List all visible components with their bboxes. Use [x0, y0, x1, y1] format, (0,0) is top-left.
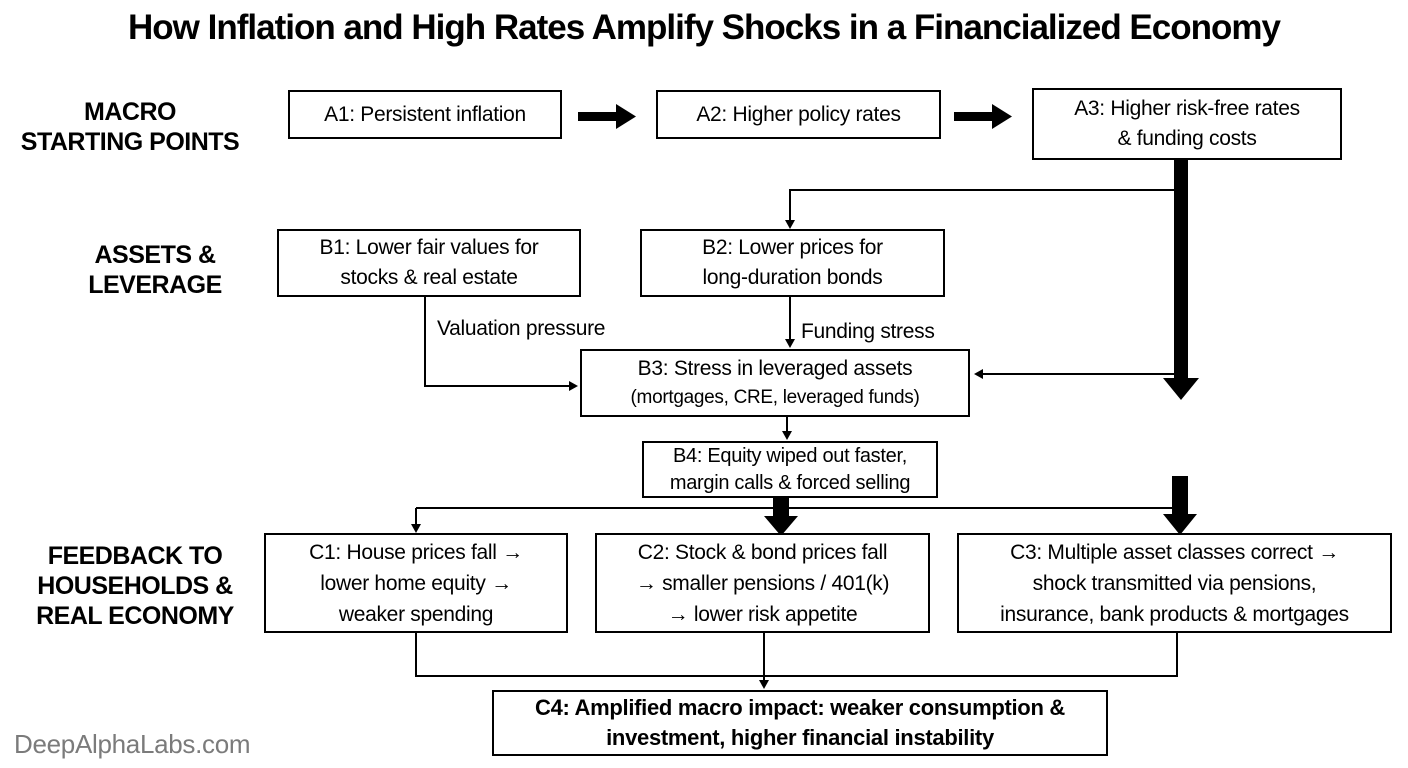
node-text-line: B2: Lower prices for	[702, 236, 883, 259]
row-label-macro-starting-points: MACRO STARTING POINTS	[10, 97, 250, 157]
node-c2-stock-bond-prices-fall: C2: Stock & bond prices fall → smaller p…	[595, 533, 930, 633]
node-text-line: C3: Multiple asset classes correct →	[1010, 540, 1339, 564]
node-b1-lower-fair-values: B1: Lower fair values for stocks & real …	[277, 229, 581, 297]
row-label-line: REAL ECONOMY	[36, 602, 234, 630]
node-a1-persistent-inflation: A1: Persistent inflation	[288, 90, 562, 139]
node-b2-lower-bond-prices: B2: Lower prices for long-duration bonds	[640, 229, 945, 297]
node-text-line: investment, higher financial instability	[606, 725, 994, 750]
node-text-line: B1: Lower fair values for	[319, 236, 539, 259]
node-a2-higher-policy-rates: A2: Higher policy rates	[656, 90, 941, 139]
node-text-line: margin calls & forced selling	[669, 471, 911, 494]
row-label-assets-leverage: ASSETS & LEVERAGE	[35, 240, 275, 300]
node-text-line: lower home equity →	[320, 571, 512, 595]
thick-arrow-a3-down-head	[1163, 378, 1199, 400]
thick-arrow-into-c3-head	[1163, 514, 1197, 535]
thick-arrow-a3-down-shaft	[1174, 160, 1188, 378]
row-label-line: ASSETS &	[94, 241, 216, 269]
node-text-line: C2: Stock & bond prices fall	[637, 540, 888, 564]
arrowhead-into-b3-right	[974, 369, 983, 379]
connector-collector-line	[415, 633, 1178, 677]
edge-label-valuation-pressure: Valuation pressure	[437, 317, 606, 340]
row-label-feedback-real-economy: FEEDBACK TO HOUSEHOLDS & REAL ECONOMY	[15, 541, 255, 631]
row-label-line: STARTING POINTS	[20, 128, 240, 156]
arrowhead-into-b4	[782, 431, 792, 440]
node-text-line: insurance, bank products & mortgages	[1000, 602, 1349, 626]
thick-arrow-a2-a3-shaft	[954, 112, 992, 121]
node-text-line: C1: House prices fall →	[309, 540, 523, 564]
arrowhead-into-c1	[411, 524, 421, 533]
node-text-line: B3: Stress in leveraged assets	[637, 357, 913, 380]
node-text-line: (mortgages, CRE, leveraged funds)	[630, 387, 920, 408]
edge-label-funding-stress: Funding stress	[801, 320, 935, 343]
page-title: How Inflation and High Rates Amplify Sho…	[128, 8, 1281, 47]
node-c1-house-prices-fall: C1: House prices fall → lower home equit…	[264, 533, 568, 633]
thick-arrow-into-c3-shaft	[1172, 476, 1188, 514]
watermark-deepalphalabs: DeepAlphaLabs.com	[14, 729, 251, 759]
thick-arrow-a2-a3-head	[992, 104, 1012, 129]
node-text-line: → lower risk appetite	[667, 602, 858, 626]
node-b3-stress-leveraged-assets: B3: Stress in leveraged assets (mortgage…	[580, 349, 970, 417]
node-c4-amplified-macro-impact: C4: Amplified macro impact: weaker consu…	[492, 690, 1108, 756]
node-c3-multiple-asset-classes: C3: Multiple asset classes correct → sho…	[957, 533, 1392, 633]
node-text-line: stocks & real estate	[340, 266, 518, 289]
node-a3-higher-risk-free-rates: A3: Higher risk-free rates & funding cos…	[1032, 88, 1342, 160]
node-text-line: B4: Equity wiped out faster,	[673, 444, 907, 467]
node-text-line: & funding costs	[1117, 127, 1257, 150]
arrowhead-into-c4	[759, 680, 769, 689]
row-label-line: MACRO	[84, 98, 176, 126]
node-text-line: shock transmitted via pensions,	[1032, 571, 1317, 595]
connector-a3-to-b2	[789, 189, 1181, 221]
node-text-line: C4: Amplified macro impact: weaker consu…	[534, 695, 1065, 720]
row-label-line: FEEDBACK TO	[47, 542, 223, 570]
thick-arrow-a1-a2-shaft	[578, 112, 616, 121]
node-text-line: long-duration bonds	[702, 266, 883, 289]
arrowhead-into-b3-top	[785, 339, 795, 348]
arrowhead-into-b2	[785, 220, 795, 229]
thick-arrow-a1-a2-head	[616, 104, 636, 129]
arrowhead-into-b3-left	[569, 381, 578, 391]
node-text-line: weaker spending	[338, 602, 494, 626]
thick-arrow-b4-c2-head	[764, 516, 798, 536]
node-text-line: A3: Higher risk-free rates	[1074, 97, 1300, 120]
node-text-line: → smaller pensions / 401(k)	[635, 571, 890, 595]
connector-b1-to-b3	[424, 297, 569, 387]
node-b4-equity-wiped-out: B4: Equity wiped out faster, margin call…	[642, 441, 938, 498]
row-label-line: HOUSEHOLDS &	[37, 572, 233, 600]
node-text-line: A1: Persistent inflation	[324, 102, 526, 126]
node-text-line: A2: Higher policy rates	[696, 102, 901, 126]
row-label-line: LEVERAGE	[88, 271, 222, 299]
thick-arrow-b4-c2-shaft	[773, 498, 789, 516]
